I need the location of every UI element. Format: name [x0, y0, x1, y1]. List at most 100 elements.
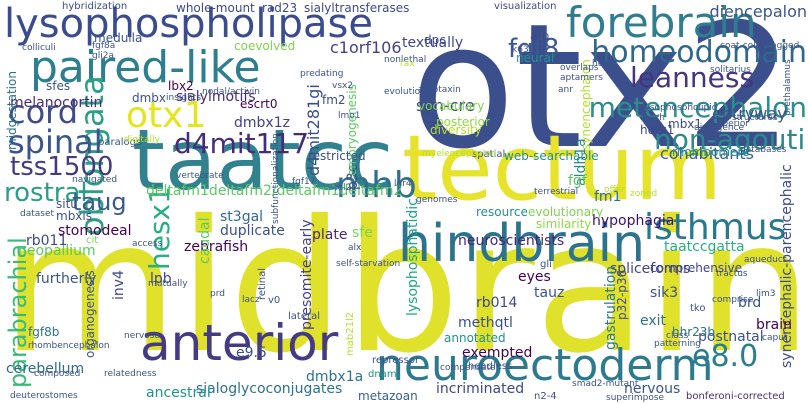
word-self-starvation: self-starvation [336, 259, 401, 269]
word-structures: structures [732, 113, 778, 123]
word-repressor: repressor [372, 355, 420, 366]
word-cerebellum: cerebellum [6, 361, 85, 377]
word-hypophagia: hypophagia [592, 213, 675, 229]
word-homeodomain: homeodomain [591, 35, 807, 70]
word-isthmus: isthmus [644, 207, 787, 248]
word-vocabulary: vocabulary [418, 99, 485, 113]
word-mech: mech [640, 113, 665, 123]
word-rb011: rb011 [26, 233, 68, 249]
word-zoned: zoned [630, 189, 658, 199]
word-rad23: rad23 [262, 1, 298, 15]
word-fgf8b: fgf8b [28, 325, 60, 339]
word-fm1: fm1 [594, 189, 622, 205]
word-furtherly: furtherly [36, 271, 97, 287]
word-dmbx1a: dmbx1a [306, 369, 364, 385]
word-duplicate: duplicate [220, 223, 285, 239]
word-restricted: restricted [308, 149, 366, 163]
word-tol2: tol2 [334, 183, 352, 193]
word-gli2a: gli2a [92, 51, 114, 61]
word-compensate: compensate [440, 363, 496, 373]
word-web-searchable: web-searchable [504, 149, 599, 163]
word-lim3: lim3 [756, 289, 776, 299]
word-tko: tko [690, 303, 706, 314]
word-divergence: divergence [694, 123, 745, 133]
word-neuroscientists: neuroscientists [458, 233, 565, 249]
word-metencephalon: metencephalon [588, 91, 807, 124]
word-caudal: caudal [197, 217, 213, 264]
word-caput: caput [762, 333, 788, 343]
word-headless: headless [468, 361, 513, 372]
word-visualization: visualization [494, 1, 557, 12]
word-brain: brain [756, 317, 792, 333]
word-coevolved: coevolved [234, 39, 296, 53]
word-eyes: eyes [518, 269, 551, 285]
word-situ: situ [56, 197, 78, 211]
word-dmbx1z: dmbx1z [234, 115, 290, 131]
word-metazoan: metazoan [358, 389, 418, 403]
word-sfe: sfe [352, 225, 373, 241]
word-insights: insights [166, 93, 202, 103]
word-leanness: leanness [630, 61, 755, 94]
word-lysophosphatidic: lysophosphatidic [405, 198, 421, 316]
word-sialyltransferases: sialyltransferases [304, 1, 410, 15]
word-fgf8a: fgf8a [92, 41, 116, 51]
word-navigated: navigated [72, 175, 118, 185]
word-rb014: rb014 [476, 295, 518, 311]
word-hindbrain: hindbrain [398, 214, 646, 274]
word-deuterostomes: deuterostomes [10, 391, 78, 401]
word-mhb: mhb [336, 165, 417, 206]
word-gli: gli [540, 259, 552, 270]
word-resource: resource [476, 205, 528, 219]
word-terrestrial: terrestrial [534, 187, 579, 197]
word-paired-like: paired-like [30, 42, 261, 93]
word-deltafm1deltafm2: deltafm1deltafm2/deltafm1deltafm2 [146, 183, 403, 199]
word-alx: alx [348, 243, 362, 253]
word-taatcc: taatcc [132, 111, 394, 209]
word-c1orf106: c1orf106 [330, 38, 402, 57]
word-otx2: otx2 [410, 0, 794, 187]
word-lysophospholipid: lysophospholipid [642, 103, 718, 113]
word-rostral: rostral [4, 178, 88, 208]
word-myelencephalon: myelencephalon [422, 149, 497, 159]
word-relatedness: relatedness [104, 369, 157, 379]
word-vsx2: vsx2 [332, 81, 354, 91]
word-head: head [592, 59, 615, 69]
word-coat-color-tagged: coat-color-tagged [720, 41, 800, 51]
word-predating: predating [300, 69, 344, 79]
word-sik3: sik3 [650, 285, 679, 301]
word-n2-4: n2-4 [534, 391, 557, 402]
word-dataset: dataset [20, 209, 55, 219]
word-whole-mount: whole-mount [176, 1, 255, 15]
word-medulla: medulla [94, 31, 143, 45]
word-taatccgatta: taatccgatta [664, 239, 745, 255]
word-superimpose: superimpose [606, 393, 665, 403]
word-lmo1: lmo1 [338, 111, 361, 121]
word-postnatal: postnatal [698, 329, 764, 345]
word-neopallium: neopallium [18, 243, 96, 259]
word-rax: rax [400, 59, 415, 69]
word-fgf8: fgf8 [508, 34, 560, 64]
word-nonlethal: nonlethal [384, 55, 427, 65]
word-mbxis: mbxis [56, 209, 92, 223]
word-otx1: otx1 [126, 95, 207, 136]
word-nervosa: nervosa [124, 331, 160, 341]
word-solitarius: solitarius [710, 65, 751, 75]
word-inv4: inv4 [111, 270, 127, 300]
word-afb: afb [530, 29, 550, 43]
word-e9.5: e9.5 [236, 345, 267, 361]
word-subfunctionalization: subfunctionalization [271, 133, 281, 224]
word-methqtl: methqtl [458, 315, 513, 331]
word-tectum: tectum [402, 116, 723, 221]
word-class: class [666, 331, 689, 341]
word-lacz: lacz [242, 295, 260, 305]
word-databases: databases [740, 145, 787, 155]
word-taug: taug [72, 188, 127, 216]
word-prethalamus: prethalamus [783, 59, 793, 116]
word-aptamers: aptamers [560, 73, 603, 83]
word-lbx2: lbx2 [168, 79, 194, 93]
word-prd: prd [210, 289, 225, 299]
word-entryway: entryway [712, 104, 787, 123]
word-spinal: spinal [8, 123, 103, 161]
word-lpb: lpb [150, 271, 172, 287]
word-forebrain: forebrain [566, 0, 757, 47]
